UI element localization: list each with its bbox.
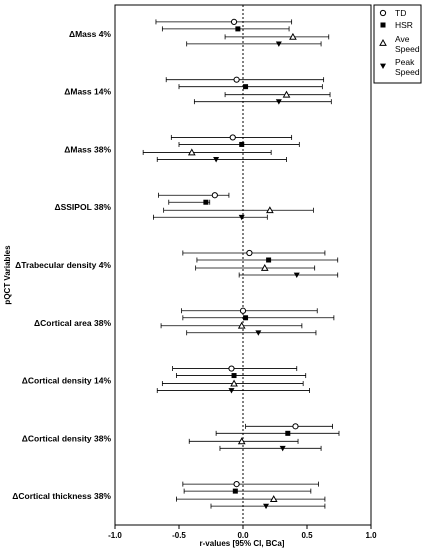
category-label: ΔCortical density 14% [22,376,112,386]
legend-label: TD [395,8,406,18]
td-marker [230,18,238,25]
x-tick-label: 0.5 [301,531,313,540]
peak-speed-marker [255,330,262,336]
ave-speed-marker [237,437,246,445]
ave-speed-marker [260,263,269,271]
hsr-marker [285,430,291,436]
category-label: ΔCortical density 38% [22,433,112,443]
y-axis-title: pQCT Variables [3,245,12,305]
ave-speed-marker-legend [379,38,387,46]
hsr-marker [243,84,249,90]
td-marker [292,423,299,430]
category-labels: ΔMass 4% ΔMass 14% ΔMass 38% ΔSSIPOL 38% ΔTr… [12,29,111,501]
x-tick-label: -1.0 [108,531,122,540]
ave-speed-marker [237,321,246,329]
peak-speed-marker [293,272,300,278]
legend-label: Peak Speed [395,57,420,77]
td-marker [211,192,218,199]
category-label: ΔMass 14% [64,87,111,97]
hsr-marker [235,26,241,32]
ave-speed-marker [289,32,297,40]
category-label: ΔTrabecular density 4% [15,260,111,270]
peak-speed-marker [213,157,220,163]
ave-speed-marker [187,148,196,156]
legend-box [373,4,422,84]
td-marker [246,249,253,257]
ave-speed-marker [266,206,274,214]
ave-speed-marker [269,495,278,503]
x-tick-label: -0.5 [172,531,186,540]
hsr-marker [243,315,249,321]
ave-speed-marker [282,90,291,98]
category-label: ΔMass 4% [69,29,111,39]
x-tick-label: 1.0 [365,531,377,540]
td-marker [239,307,247,314]
td-marker [228,365,235,372]
legend: TD HSR Ave Speed Peak Speed [373,4,422,84]
peak-speed-marker [279,445,286,452]
x-axis: -1.0 -0.5 0.0 0.5 1.0 [108,525,377,540]
peak-speed-marker [238,214,245,221]
data-marks [142,18,340,510]
category-label: ΔCortical thickness 38% [12,491,111,501]
hsr-marker [232,488,238,494]
x-axis-title: r-values [95% CI, BCa] [200,539,285,548]
hsr-marker-legend [380,22,386,28]
peak-speed-marker [275,99,282,105]
hsr-marker [239,141,245,147]
hsr-marker [203,199,209,205]
x-tick-label: 0.0 [237,531,249,540]
td-marker-legend [379,9,387,17]
category-label: ΔSSIPOL 38% [54,202,111,212]
legend-label: Ave Speed [395,34,420,54]
td-marker [233,76,240,83]
peak-speed-marker-legend [380,63,386,69]
ave-speed-marker [230,379,238,387]
td-marker [229,134,236,141]
category-label: ΔCortical area 38% [34,318,111,328]
hsr-marker [266,257,272,263]
hsr-marker [231,373,237,379]
peak-speed-marker [228,388,235,394]
peak-speed-marker [275,41,282,47]
legend-label: HSR [395,20,413,30]
td-marker [233,481,240,488]
peak-speed-marker [263,503,270,510]
category-label: ΔMass 38% [64,144,111,154]
